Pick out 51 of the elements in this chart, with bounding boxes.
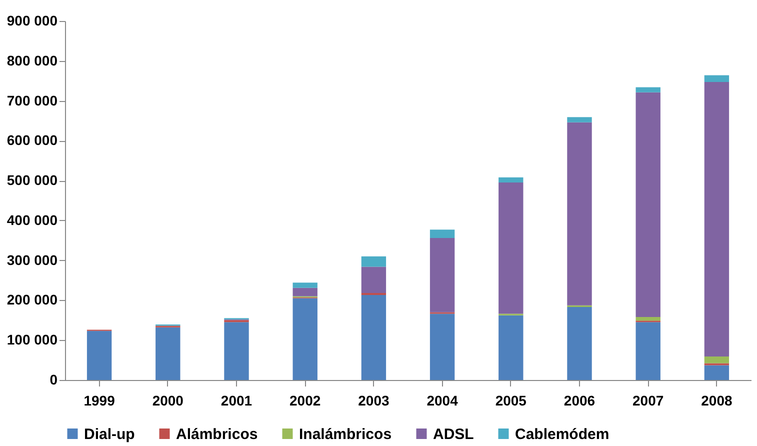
x-tick-label: 2006 [564, 392, 596, 408]
bar [636, 87, 660, 92]
x-tick-label: 2007 [632, 392, 664, 408]
bar [636, 92, 660, 317]
y-tick-label: 300 000 [6, 252, 58, 268]
bar [498, 177, 524, 183]
y-tick-label: 900 000 [6, 12, 58, 28]
x-tick-label: 2005 [495, 392, 527, 408]
y-tick-label: 0 [50, 372, 58, 388]
bar [430, 230, 455, 238]
x-tick-label: 2008 [701, 392, 732, 408]
y-tick-label: 400 000 [6, 212, 58, 228]
x-tick-label: 2000 [152, 392, 184, 408]
x-tick-label: 2001 [220, 392, 252, 408]
legend-label: Inalámbricos [299, 426, 392, 443]
bar [292, 298, 318, 380]
bar [361, 256, 386, 267]
y-tick-label: 100 000 [6, 332, 58, 348]
x-tick-label: 1999 [84, 392, 116, 408]
x-tick-label: 2003 [358, 392, 390, 408]
bar [156, 327, 180, 380]
x-tick-label: 2004 [426, 392, 458, 408]
y-tick-label: 600 000 [6, 132, 58, 148]
bar [498, 315, 524, 380]
legend-label: ADSL [433, 426, 474, 443]
bar [498, 182, 524, 314]
y-tick-label: 500 000 [6, 172, 58, 188]
bar [636, 316, 660, 321]
bar [86, 330, 112, 380]
legend-label: Cablemódem [515, 426, 610, 443]
bar [430, 314, 455, 380]
y-tick-label: 700 000 [6, 92, 58, 108]
bar [361, 295, 386, 380]
legend-label: Alámbricos [176, 426, 258, 443]
x-tick-label: 2002 [290, 392, 321, 408]
bar [636, 322, 660, 380]
bar [430, 238, 455, 312]
bar [704, 75, 730, 82]
bar [567, 122, 592, 306]
y-tick-label: 200 000 [6, 292, 58, 308]
y-tick-label: 800 000 [6, 52, 58, 68]
bar [224, 322, 249, 380]
bar [567, 307, 592, 380]
bar [704, 356, 730, 364]
bar [704, 365, 730, 380]
bar [292, 288, 318, 296]
bar [292, 282, 318, 288]
bar [704, 82, 730, 356]
bar [361, 266, 386, 294]
legend-label: Dial-up [84, 426, 135, 443]
bar [567, 117, 592, 122]
